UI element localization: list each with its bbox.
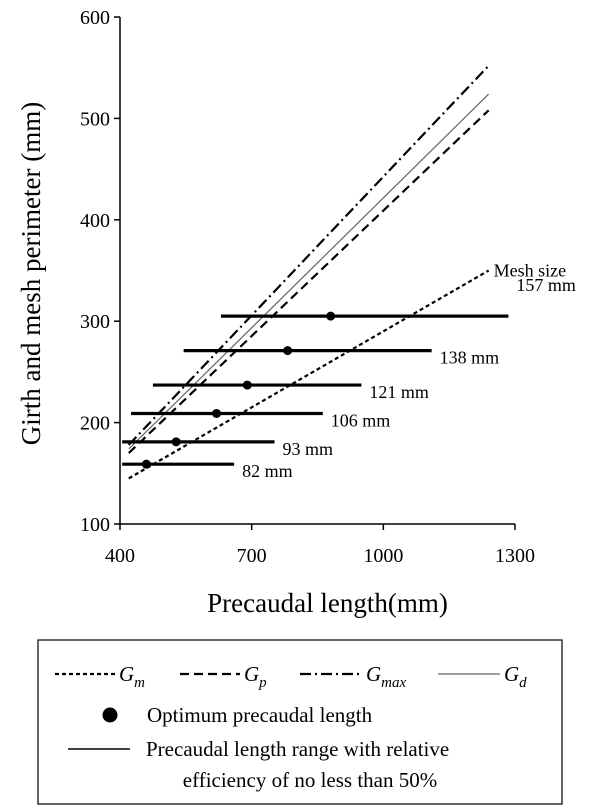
legend-label-gmax: Gmax xyxy=(366,662,407,691)
legend-label-gm: Gm xyxy=(119,662,145,691)
mesh-label: 121 mm xyxy=(369,382,429,402)
x-tick-label: 1300 xyxy=(495,545,535,567)
legend-optimum-label: Optimum precaudal length xyxy=(147,703,373,727)
axes: 100 200 300 400 500 600 400 700 1000 1300 Precauda… xyxy=(16,7,535,618)
legend: Gm Gp Gmax Gd Optimum precaudal length Precau… xyxy=(37,639,563,805)
optimum-point xyxy=(171,437,181,447)
x-axis-title: Precaudal length(mm) xyxy=(207,588,448,618)
optimum-point xyxy=(326,311,336,321)
series-line-gd xyxy=(128,93,490,450)
mesh-label: 157 mm xyxy=(516,275,576,295)
optimum-point xyxy=(242,380,252,390)
y-tick-label: 400 xyxy=(80,210,110,232)
mesh-size-label: Mesh size xyxy=(494,261,566,281)
x-tick-label: 400 xyxy=(105,545,135,567)
mesh-label: 106 mm xyxy=(331,410,391,430)
legend-label-gp: Gp xyxy=(244,662,267,691)
x-tick-label: 700 xyxy=(237,545,267,567)
legend-optimum-marker xyxy=(102,707,118,723)
series-line-gp xyxy=(128,109,490,454)
optimum-point xyxy=(212,408,222,418)
mesh-label: 93 mm xyxy=(282,439,333,459)
optimum-point xyxy=(283,346,293,356)
y-tick-label: 300 xyxy=(80,311,110,333)
series-line-gmax xyxy=(127,64,490,446)
y-tick-label: 100 xyxy=(80,514,110,536)
y-tick-label: 500 xyxy=(80,108,110,130)
y-axis-title: Girth and mesh perimeter (mm) xyxy=(16,102,46,445)
legend-range-label-line2: efficiency of no less than 50% xyxy=(183,768,437,792)
optimum-point xyxy=(141,459,151,469)
mesh-label: 138 mm xyxy=(440,348,500,368)
series-line-gm xyxy=(128,269,490,480)
mesh-label: 82 mm xyxy=(242,461,293,481)
legend-range-label-line1: Precaudal length range with relative xyxy=(146,737,449,761)
legend-box xyxy=(37,639,563,805)
legend-label-gd: Gd xyxy=(504,662,527,691)
x-tick-label: 1000 xyxy=(363,545,403,567)
y-tick-label: 600 xyxy=(80,7,110,29)
y-tick-label: 200 xyxy=(80,413,110,435)
